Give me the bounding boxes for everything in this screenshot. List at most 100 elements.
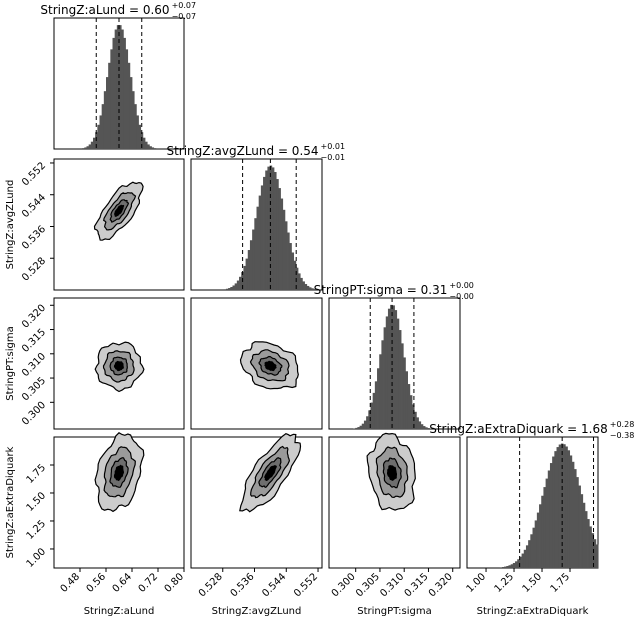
hist-bar [249, 240, 253, 290]
contour-panel-0-1 [53, 158, 185, 291]
x-axis-label: StringZ:aLund [84, 606, 155, 617]
hist-bar [549, 463, 553, 568]
x-tick-label: 0.72 [137, 571, 161, 595]
hist-bar [97, 124, 100, 149]
hist-bar [271, 167, 275, 290]
hist-bar [547, 470, 551, 568]
hist-bar [556, 447, 560, 568]
hist-bar [263, 176, 266, 290]
x-tick-label: 0.56 [85, 571, 109, 595]
hist-bar [409, 395, 413, 429]
hist-bar [519, 556, 522, 568]
hist-bar [291, 252, 295, 290]
hist-bar [563, 444, 566, 568]
hist-bar [552, 456, 555, 568]
hist-bar [528, 540, 531, 568]
x-tick-label: 0.64 [111, 571, 135, 595]
hist-bar [582, 502, 586, 568]
x-tick-label: 0.552 [292, 571, 320, 599]
hist-bar [252, 229, 255, 290]
hist-bar [370, 402, 374, 429]
hist-bar [361, 423, 365, 429]
y-axis-label: StringZ:avgZLund [5, 180, 16, 270]
hist-bar [429, 428, 433, 429]
hist-bar [260, 185, 264, 290]
hist-bar [311, 288, 314, 290]
hist-bar [276, 179, 279, 290]
y-tick-label: 0.315 [20, 327, 48, 355]
y-tick-label: 0.310 [20, 351, 48, 379]
hist-panel-2: StringPT:sigma = 0.31 +0.00 −0.00 [314, 281, 474, 430]
hist-bar [398, 330, 402, 429]
hist-bar [591, 533, 595, 568]
hist-bar [228, 288, 231, 290]
hist-bar [372, 392, 376, 429]
hist-bar [138, 124, 142, 149]
y-axis-label: StringZ:aExtraDiquark [5, 446, 16, 558]
hist-bar [536, 512, 540, 568]
hist-bar [359, 425, 363, 429]
hist-bar [119, 25, 122, 149]
hist-bar [243, 265, 246, 290]
hist-bar [302, 281, 305, 290]
hist-bar [541, 495, 544, 568]
panel-title: StringZ:aLund = 0.60 [40, 3, 169, 17]
hist-bar [273, 172, 277, 290]
x-tick-label: 1.00 [465, 571, 489, 595]
y-tick-label: 0.528 [20, 256, 48, 284]
hist-bar [267, 166, 270, 290]
y-tick-label: 0.544 [20, 192, 48, 220]
hist-bar [82, 148, 85, 149]
y-tick-label: 0.300 [20, 400, 48, 428]
contour-panel-0-3 [53, 432, 185, 569]
hist-bar [534, 520, 538, 568]
x-tick-label: 0.528 [197, 571, 225, 599]
hist-bar [145, 141, 148, 149]
x-axis-label: StringPT:sigma [357, 606, 431, 617]
hist-bar [543, 487, 546, 568]
x-tick-label: 0.48 [59, 571, 83, 595]
hist-bar [425, 427, 428, 429]
hist-bar [584, 511, 588, 568]
hist-bar [295, 267, 299, 290]
hist-bar [517, 559, 520, 568]
hist-bar [353, 428, 356, 429]
hist-bar [153, 148, 157, 149]
hist-bar [504, 566, 507, 568]
y-axis-label: StringPT:sigma [5, 326, 16, 400]
hist-panel-3: StringZ:aExtraDiquark = 1.68 +0.28 −0.38 [429, 420, 634, 569]
hist-bar [567, 450, 571, 568]
hist-bar [587, 519, 590, 568]
hist-bar [151, 147, 155, 149]
contour-core [264, 465, 277, 482]
hist-bar [554, 451, 557, 568]
hist-bar [512, 562, 516, 568]
hist-bar [368, 410, 371, 429]
x-tick-label: 0.310 [378, 571, 406, 599]
hist-bar [414, 411, 417, 429]
hist-bar [254, 218, 257, 290]
y-tick-label: 0.305 [20, 375, 48, 403]
contour-core [113, 360, 124, 372]
title-plus: +0.07 [172, 1, 197, 10]
hist-bar [258, 195, 262, 290]
hist-bar [411, 404, 415, 429]
hist-bar [304, 284, 308, 290]
x-tick-label: 1.75 [549, 571, 573, 595]
x-tick-label: 1.50 [521, 571, 545, 595]
hist-bar [114, 29, 118, 150]
x-axis-label: StringZ:aExtraDiquark [477, 606, 589, 617]
x-tick-label: 0.300 [330, 571, 358, 599]
hist-bar [129, 77, 133, 149]
hist-bar [381, 340, 384, 429]
hist-bar [573, 469, 577, 568]
y-tick-label: 0.552 [20, 160, 48, 188]
hist-bar [116, 25, 120, 149]
hist-bar [589, 526, 592, 568]
hist-bar [306, 285, 310, 290]
contour-core [113, 204, 125, 217]
panel-title: StringZ:aExtraDiquark = 1.68 [429, 422, 608, 436]
hist-bar [508, 565, 512, 568]
contour-core [264, 360, 277, 372]
